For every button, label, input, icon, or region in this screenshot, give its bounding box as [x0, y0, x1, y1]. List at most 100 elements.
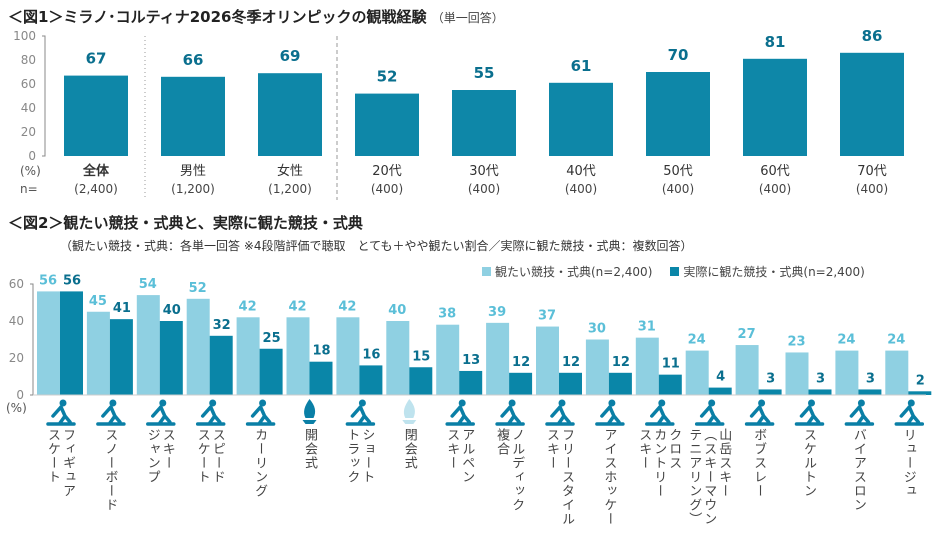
fig2-value-wish: 24: [837, 333, 855, 348]
fig2-category-label: クロス カントリー スキー: [636, 428, 682, 498]
fig2-bar-actual: [858, 389, 882, 395]
fig2-bar-wish: [386, 321, 410, 395]
fig1-bar: [646, 72, 710, 156]
fig2-bar-wish: [635, 337, 659, 395]
fig1-bar: [840, 52, 904, 156]
fig2-y-tick: 0: [16, 388, 24, 402]
fig2-bar-wish: [236, 317, 260, 395]
fig1-bar: [743, 58, 807, 156]
fig2-value-wish: 38: [438, 307, 456, 322]
fig2-bar-actual: [808, 389, 832, 395]
fig1-bar: [161, 76, 225, 156]
fig1-bar: [355, 93, 419, 156]
cauldron-flame-icon: [402, 399, 417, 424]
fig2-bar-actual: [109, 319, 133, 395]
fig2-category-label: スケルトン: [801, 428, 816, 498]
fig2-category-label: フリースタイル スキー: [544, 428, 574, 526]
fig2-bar-wish: [436, 324, 460, 395]
fig2-bar-wish: [186, 298, 210, 395]
ski-mountaineering-icon: [694, 399, 725, 426]
fig1-value-label: 67: [86, 50, 107, 68]
fig2-bar-actual: [309, 361, 333, 395]
fig2-value-actual: 18: [312, 344, 330, 359]
fig2-value-actual: 3: [866, 371, 875, 386]
fig2-value-wish: 30: [588, 322, 606, 337]
biathlon-icon: [844, 399, 875, 426]
fig2-category-label: カーリング: [252, 428, 268, 498]
fig1-n-value: (1,200): [171, 182, 215, 196]
fig2-value-actual: 13: [462, 353, 480, 368]
fig2-bar-actual: [708, 387, 732, 395]
snowboard-icon: [96, 399, 126, 426]
fig1-n-value: (1,200): [268, 182, 312, 196]
fig2-legend: 観たい競技・式典(n=2,400) 実際に観た競技・式典(n=2,400): [482, 263, 865, 280]
fig2-value-wish: 42: [288, 299, 306, 314]
fig2-category-label: スピード スケート: [194, 428, 225, 484]
fig2-category-label: 山岳スキー （スキーマウン テニアリング）: [686, 428, 732, 526]
fig2-value-wish: 23: [787, 334, 805, 349]
cauldron-flame-icon: [302, 399, 317, 424]
fig2-bar-actual: [459, 370, 483, 395]
fig2-title: ＜図2＞観たい競技・式典と、実際に観た競技・式典: [8, 214, 363, 232]
ski-jumping-icon: [146, 399, 176, 426]
fig1-y-unit: (%): [20, 164, 41, 178]
fig1-value-label: 61: [571, 57, 592, 75]
fig2-value-wish: 37: [538, 309, 556, 324]
fig1-y-tick: 100: [13, 29, 36, 43]
fig2-value-wish: 24: [688, 333, 706, 348]
fig2-bar-actual: [409, 367, 433, 395]
fig2-category-label: ショート トラック: [344, 428, 375, 484]
fig2-bar-wish: [136, 295, 160, 395]
fig1-category-label: 20代: [372, 164, 402, 179]
fig2-value-actual: 16: [362, 347, 380, 362]
fig1-category-label: 全体: [82, 163, 110, 179]
speed-skating-icon: [195, 399, 226, 426]
fig1-value-label: 55: [474, 64, 495, 82]
fig2-y-tick: 20: [9, 351, 24, 365]
fig1-title-text: ＜図1＞ミラノ･コルティナ2026冬季オリンピックの観戦経験: [8, 8, 427, 26]
fig2-bar-wish: [286, 317, 310, 395]
fig2-value-actual: 56: [63, 273, 81, 288]
fig1-n-label: n=: [20, 182, 38, 196]
fig1-y-axis: [42, 35, 46, 157]
fig2-value-actual: 15: [412, 349, 430, 364]
fig2-bar-wish: [785, 352, 809, 395]
fig2-value-wish: 54: [139, 277, 157, 292]
fig2-bar-wish: [585, 339, 609, 395]
fig2-category-label: アルペン スキー: [444, 428, 475, 484]
fig2-y-axis: [30, 283, 34, 396]
skeleton-icon: [794, 399, 825, 426]
fig2-value-wish: 27: [738, 327, 756, 342]
bobsleigh-icon: [744, 399, 775, 426]
fig1-bar: [64, 75, 128, 156]
fig1-category-label: 30代: [469, 164, 499, 179]
fig2-value-actual: 40: [163, 303, 181, 318]
fig1-value-label: 81: [765, 33, 786, 51]
fig1-y-tick: 80: [21, 53, 36, 67]
fig2-value-actual: 41: [113, 301, 131, 316]
fig2-bar-wish: [37, 291, 60, 395]
cross-country-icon: [645, 399, 675, 426]
fig1-bar: [549, 82, 613, 156]
fig2-value-actual: 11: [662, 357, 680, 372]
legend-label-wish: 観たい競技・式典(n=2,400): [495, 265, 653, 279]
fig1-category-label: 男性: [180, 164, 206, 179]
fig2-bar-actual: [608, 372, 632, 395]
figure-skating-icon: [46, 399, 76, 426]
fig2-category-label: フィギュア スケート: [45, 428, 75, 498]
fig1-y-tick: 40: [21, 101, 36, 115]
freestyle-skiing-icon: [545, 399, 575, 426]
fig2-value-actual: 12: [562, 355, 580, 370]
fig2-category-label: 閉会式: [401, 428, 417, 470]
fig1-category-label: 女性: [277, 163, 303, 179]
fig2-bar-wish: [86, 311, 110, 395]
short-track-icon: [345, 399, 376, 426]
fig1-y-tick: 20: [21, 125, 36, 139]
fig2-category-label: スノーボード: [102, 428, 118, 512]
fig2-value-wish: 24: [887, 333, 905, 348]
fig2-value-wish: 52: [189, 281, 207, 296]
fig2-y-unit: (%): [6, 401, 27, 415]
fig1-subtitle: （単一回答）: [431, 11, 504, 25]
fig1-title: ＜図1＞ミラノ･コルティナ2026冬季オリンピックの観戦経験 （単一回答）: [8, 6, 504, 27]
fig2-value-actual: 32: [213, 318, 231, 333]
